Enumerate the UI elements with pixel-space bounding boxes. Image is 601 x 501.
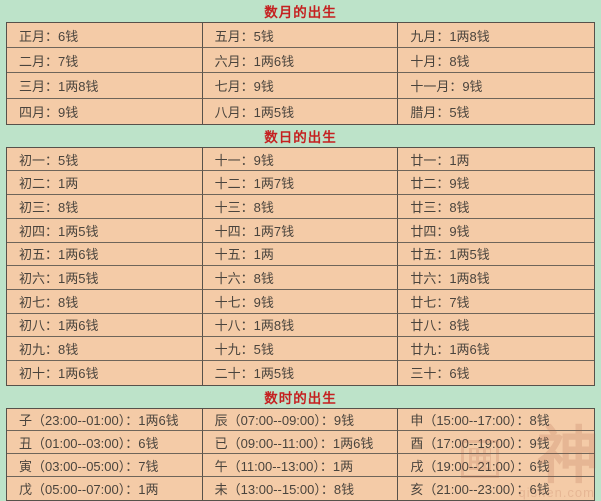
table-cell: 十一：9钱 <box>202 147 399 172</box>
table-cell: 十三：8钱 <box>202 195 399 219</box>
table-cell: 寅（03:00--05:00）：7钱 <box>7 454 203 478</box>
table-cell: 六月：1两6钱 <box>202 48 399 74</box>
table-cell: 十五：1两 <box>202 242 399 267</box>
table-cell: 八月：1两5钱 <box>203 98 399 124</box>
section-header-day: 数日的出生 <box>0 124 601 147</box>
table-cell: 初六：1两5钱 <box>7 266 203 290</box>
table-cell: 已（09:00--11:00）：1两6钱 <box>202 431 399 455</box>
section-header-hour: 数时的出生 <box>0 385 601 408</box>
table-cell: 子（23:00--01:00）：1两6钱 <box>7 408 203 432</box>
table-cell: 廿七：7钱 <box>398 290 594 314</box>
section-header-month: 数月的出生 <box>0 0 601 22</box>
table-cell: 初十：1两6钱 <box>7 360 203 385</box>
table-cell: 丑（01:00--03:00）：6钱 <box>7 431 203 455</box>
table-cell: 初五：1两6钱 <box>7 242 203 267</box>
table-cell: 七月：9钱 <box>202 73 399 99</box>
table-cell: 初九：8钱 <box>7 337 203 361</box>
table-cell: 酉（17:00--19:00）：9钱 <box>398 431 594 455</box>
table-cell: 十月：8钱 <box>398 48 594 74</box>
table-cell: 十四：1两7钱 <box>202 218 399 243</box>
table-cell: 初八：1两6钱 <box>7 313 203 338</box>
table-cell: 廿三：8钱 <box>398 195 594 219</box>
table-cell: 四月：9钱 <box>7 98 203 124</box>
table-cell: 二月：7钱 <box>7 48 203 74</box>
table-cell: 十六：8钱 <box>202 266 399 290</box>
table-cell: 九月：1两8钱 <box>398 23 594 49</box>
table-cell: 三月：1两8钱 <box>7 73 203 99</box>
table-cell: 十八：1两8钱 <box>202 313 399 338</box>
table-cell: 廿六：1两8钱 <box>398 266 594 290</box>
table-cell: 初四：1两5钱 <box>7 218 203 243</box>
table-cell: 三十：6钱 <box>410 366 470 382</box>
table-cell: 十九：5钱 <box>202 337 399 361</box>
table-cell: 腊月：5钱 <box>410 104 470 120</box>
table-cell: 辰（07:00--09:00）：9钱 <box>202 408 399 432</box>
table-cell: 初七：8钱 <box>7 289 203 314</box>
section-grid-hour: 子（23:00--01:00）：1两6钱 辰（07:00--09:00）：9钱 申（… <box>6 407 595 501</box>
table-cell: 廿四：9钱 <box>398 219 594 243</box>
table-cell: 亥（21:00--23:00）：6钱 <box>410 481 550 497</box>
table-cell: 廿一：1两 <box>398 148 594 172</box>
table-cell: 廿五：1两5钱 <box>398 243 594 267</box>
section-grid-day: 初一：5钱 十一：9钱 廿一：1两初二：1两 十二：1两7钱 廿二：9钱初三：8钱 十三：… <box>6 146 595 386</box>
table-cell: 正月：6钱 <box>7 23 203 49</box>
table-cell: 十二：1两7钱 <box>202 171 399 196</box>
table-cell: 戌（19:00--21:00）：6钱 <box>398 454 594 478</box>
table-cell: 初一：5钱 <box>7 147 203 172</box>
table-cell: 廿九：1两6钱 <box>398 337 594 361</box>
table-cell: 二十：1两5钱 <box>203 360 399 385</box>
table-cell: 廿二：9钱 <box>398 171 594 196</box>
table-cell: 五月：5钱 <box>202 23 399 49</box>
table-cell: 十一月：9钱 <box>398 73 594 99</box>
table-cell: 午（11:00--13:00）：1两 <box>202 454 399 478</box>
table-cell: 廿八：8钱 <box>398 314 594 338</box>
table-cell: 戊（05:00--07:00）：1两 <box>7 477 203 500</box>
section-grid-month: 正月：6钱 五月：5钱 九月：1两8钱二月：7钱 六月：1两6钱 十月：8钱三月：1两8… <box>6 22 595 125</box>
table-cell: 初三：8钱 <box>7 195 203 219</box>
table-cell: 初二：1两 <box>7 171 203 196</box>
table-cell: 十七：9钱 <box>202 289 399 314</box>
table-cell: 申（15:00--17:00）：8钱 <box>398 409 594 432</box>
table-cell: 未（13:00--15:00）：8钱 <box>203 477 399 500</box>
